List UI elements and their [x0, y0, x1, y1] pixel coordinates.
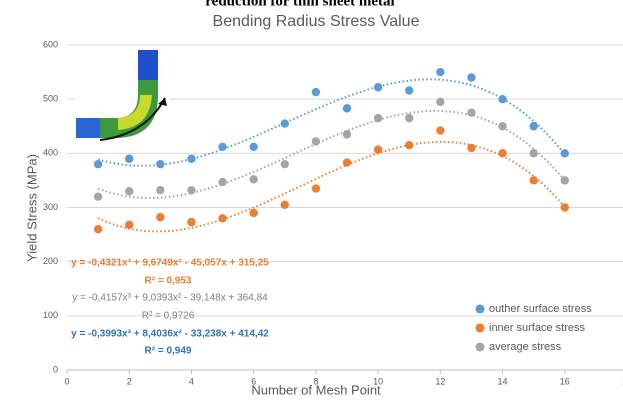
heading: reduction for thin sheet metal	[205, 0, 394, 9]
page: {"heading": "reduction for thin sheet me…	[0, 0, 623, 401]
legend-marker	[476, 324, 485, 333]
point	[218, 178, 226, 186]
point	[249, 175, 257, 183]
y-tick-label: 600	[43, 39, 58, 49]
point	[312, 137, 320, 145]
y-tick-label: 400	[43, 148, 58, 158]
point	[218, 143, 226, 151]
x-tick-label: 8	[313, 376, 318, 386]
x-tick-label: 16	[560, 376, 570, 386]
trend-equation: R² = 0,953	[145, 276, 192, 287]
point	[561, 149, 569, 157]
y-tick-label: 100	[43, 310, 58, 320]
point	[374, 145, 382, 153]
point	[156, 160, 164, 168]
y-tick-label: 0	[53, 364, 58, 374]
trend-equation: y = -0,3993x³ + 8,4036x² - 33,238x + 414…	[71, 329, 269, 340]
point	[281, 201, 289, 209]
trend-equation: R² = 0,949	[145, 346, 192, 357]
point	[529, 122, 537, 130]
point	[156, 186, 164, 194]
point	[187, 186, 195, 194]
y-tick-label: 200	[43, 256, 58, 266]
point	[312, 184, 320, 192]
point	[125, 155, 133, 163]
point	[249, 209, 257, 217]
point	[498, 95, 506, 103]
trendline	[98, 142, 565, 232]
point	[561, 176, 569, 184]
point	[374, 83, 382, 91]
point	[281, 119, 289, 127]
x-tick-label: 10	[373, 376, 383, 386]
legend-marker	[476, 343, 485, 352]
point	[343, 158, 351, 166]
point	[467, 109, 475, 117]
point	[187, 218, 195, 226]
point	[467, 73, 475, 81]
fea-inset	[75, 48, 170, 140]
point	[374, 114, 382, 122]
legend-label: inner surface stress	[489, 322, 585, 334]
point	[405, 114, 413, 122]
point	[343, 104, 351, 112]
point	[405, 141, 413, 149]
y-tick-label: 500	[43, 94, 58, 104]
point	[156, 213, 164, 221]
legend-label: outher surface stress	[489, 303, 592, 315]
point	[436, 126, 444, 134]
legend-marker	[476, 305, 485, 314]
point	[561, 203, 569, 211]
inset-part	[138, 50, 158, 80]
point	[218, 214, 226, 222]
point	[529, 149, 537, 157]
x-tick-label: 0	[64, 376, 69, 386]
point	[94, 192, 102, 200]
legend-label: average stress	[489, 341, 562, 353]
x-tick-label: 14	[498, 376, 508, 386]
point	[125, 221, 133, 229]
point	[436, 68, 444, 76]
point	[125, 187, 133, 195]
trend-equation: y = -0,4157x³ + 9,0393x² - 39,148x + 364…	[72, 293, 268, 304]
chart: reduction for thin sheet metal Bending R…	[0, 0, 623, 401]
chart-title: Bending Radius Stress Value	[213, 13, 420, 30]
point	[312, 88, 320, 96]
point	[405, 86, 413, 94]
point	[436, 98, 444, 106]
x-tick-label: 12	[435, 376, 445, 386]
point	[94, 160, 102, 168]
point	[529, 176, 537, 184]
point	[343, 130, 351, 138]
point	[281, 160, 289, 168]
point	[498, 122, 506, 130]
y-axis-label: Yield Stress (MPa)	[24, 154, 39, 262]
trend-equation: y = -0,4321x³ + 9,6749x² - 45,057x + 315…	[71, 258, 269, 269]
x-tick-label: 4	[189, 376, 194, 386]
point	[187, 155, 195, 163]
y-tick-label: 300	[43, 202, 58, 212]
x-tick-label: 6	[251, 376, 256, 386]
point	[467, 144, 475, 152]
trend-equation: R² = 0,9726	[142, 311, 195, 322]
point	[94, 225, 102, 233]
point	[249, 143, 257, 151]
x-tick-label: 2	[127, 376, 132, 386]
point	[498, 149, 506, 157]
inset-part	[76, 118, 100, 138]
